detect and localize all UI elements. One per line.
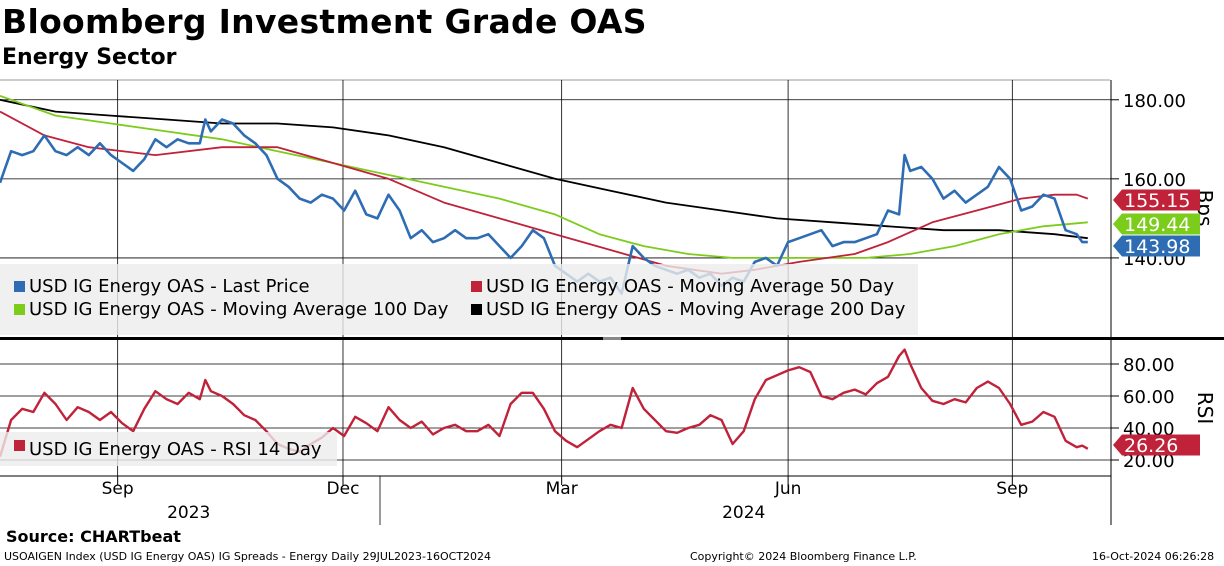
x-tick-label: Dec [327, 479, 360, 499]
x-tick-label: Jun [774, 479, 802, 499]
y-tick-label: 80.00 [1123, 355, 1175, 376]
legend-label-ma200: USD IG Energy OAS - Moving Average 200 D… [486, 299, 906, 320]
legend-label-ma50: USD IG Energy OAS - Moving Average 50 Da… [486, 276, 894, 297]
panel-separator-handle [603, 337, 621, 340]
series-line-ma100 [0, 94, 1088, 259]
legend-label-rsi: USD IG Energy OAS - RSI 14 Day [29, 439, 322, 460]
last-value-tag-last: 143.98 [1124, 236, 1190, 258]
footer-timestamp: 16-Oct-2024 06:26:28 [1092, 550, 1215, 563]
year-label: 2024 [722, 503, 765, 523]
chart-subtitle: Energy Sector [2, 45, 177, 70]
last-value-tag-rsi: 26.26 [1124, 435, 1178, 457]
last-value-tag-last-bg [1113, 235, 1200, 257]
last-value-tag-ma100-bg [1113, 213, 1200, 235]
legend-box-rsi [0, 432, 337, 466]
last-value-tag-ma50-bg [1113, 189, 1200, 211]
series-line-ma200 [0, 98, 1088, 240]
legend-swatch-ma50 [471, 281, 482, 292]
footer-copyright: Copyright© 2024 Bloomberg Finance L.P. [690, 550, 917, 563]
source-label: Source: CHARTbeat [6, 527, 181, 546]
last-value-tag-ma100: 149.44 [1124, 214, 1190, 236]
last-value-tag-rsi-bg [1113, 434, 1200, 456]
y-tick-label: 20.00 [1123, 451, 1175, 472]
year-label: 2023 [167, 503, 210, 523]
legend-swatch-rsi [14, 440, 25, 451]
footer-index-info: USOAIGEN Index (USD IG Energy OAS) IG Sp… [4, 550, 492, 563]
x-tick-label: Mar [546, 479, 578, 499]
legend-label-ma100: USD IG Energy OAS - Moving Average 100 D… [29, 299, 449, 320]
y-tick-label: 180.00 [1123, 91, 1186, 112]
legend-swatch-ma100 [14, 304, 25, 315]
x-tick-label: Sep [102, 479, 134, 499]
series-line-last [0, 118, 1088, 295]
legend-swatch-last [14, 281, 25, 292]
y-axis-title-rsi: RSI [1193, 392, 1217, 425]
x-tick-label: Sep [996, 479, 1028, 499]
series-line-ma50 [0, 110, 1089, 275]
series-line-rsi [0, 348, 1089, 458]
last-value-tag-ma50: 155.15 [1124, 190, 1190, 212]
chart-title: Bloomberg Investment Grade OAS [2, 2, 647, 41]
y-tick-label: 60.00 [1123, 387, 1175, 408]
legend-box [0, 264, 918, 335]
y-tick-label: 160.00 [1123, 170, 1186, 191]
legend-swatch-ma200 [471, 304, 482, 315]
legend-label-last: USD IG Energy OAS - Last Price [29, 276, 310, 297]
